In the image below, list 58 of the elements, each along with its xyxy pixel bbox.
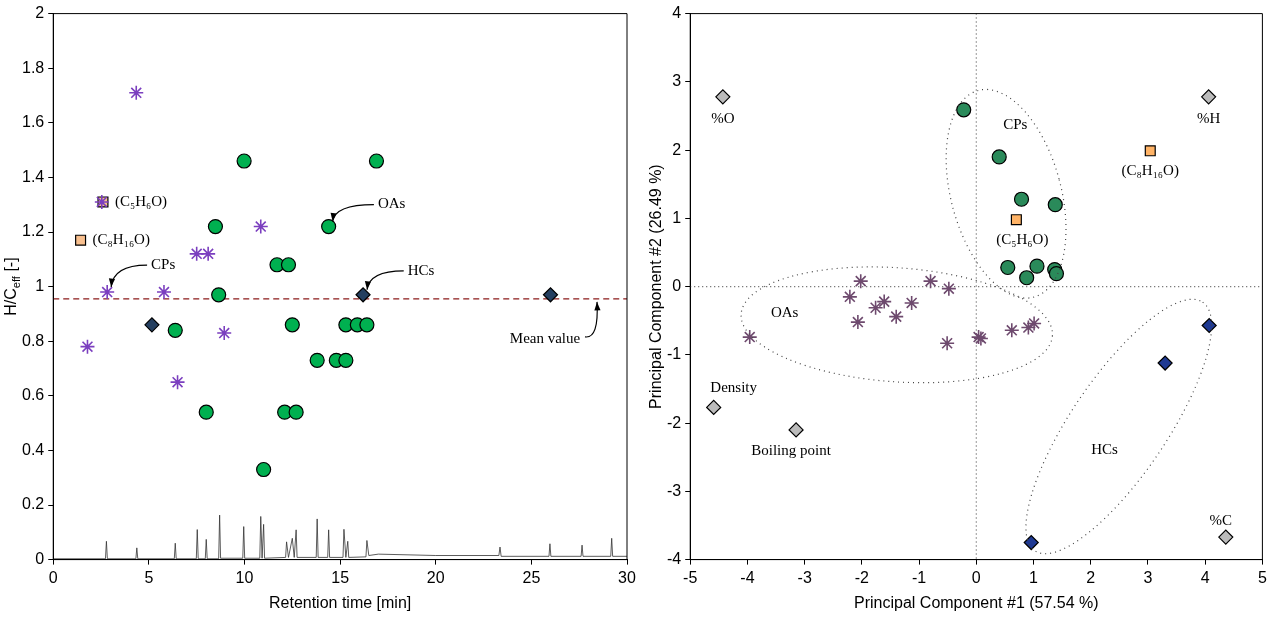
- annotation: (C₈H₁₆O): [1121, 161, 1179, 179]
- x-tick-label: 4: [1200, 568, 1210, 586]
- y-tick-label: -1: [666, 345, 682, 363]
- annotation: CPs: [1003, 116, 1028, 133]
- y-tick-label: 0.2: [21, 495, 45, 513]
- x-axis-title: Retention time [min]: [268, 593, 412, 611]
- x-tick-label: 3: [1143, 568, 1153, 586]
- y-tick-label: 2: [35, 4, 45, 22]
- y-tick-label: 0: [672, 277, 682, 295]
- x-tick-label: 20: [426, 568, 445, 586]
- x-tick-label: 5: [144, 568, 154, 586]
- y-tick-label: 0.6: [21, 386, 45, 404]
- x-tick-label: -2: [854, 568, 870, 586]
- ref-line-label: Mean value: [509, 329, 581, 346]
- annotation: %O: [711, 109, 735, 126]
- x-tick-label: 25: [522, 568, 541, 586]
- annotation: (C₅H₆O): [996, 230, 1049, 248]
- x-axis-title: Principal Component #1 (57.54 %): [854, 593, 1099, 611]
- y-tick-label: -2: [666, 413, 682, 431]
- annotation: (C₅H₆O): [114, 192, 168, 210]
- annotation: %C: [1209, 512, 1233, 529]
- annotation: OAs: [377, 195, 406, 212]
- annotation: Density: [710, 379, 758, 396]
- x-tick-label: -4: [740, 568, 755, 586]
- annotation: (C₈H₁₆O): [92, 231, 150, 249]
- y-tick-label: 1: [35, 277, 45, 295]
- x-tick-label: -3: [797, 568, 812, 586]
- x-tick-label: -5: [683, 568, 698, 586]
- y-tick-label: 1.4: [21, 167, 45, 185]
- annotation: HCs: [407, 261, 435, 278]
- x-tick-label: 2: [1086, 568, 1096, 586]
- y-tick-label: 1: [672, 208, 682, 226]
- x-tick-label: 5: [1257, 568, 1267, 586]
- y-tick-label: -4: [666, 550, 682, 568]
- y-tick-label: 4: [672, 4, 682, 22]
- y-axis-title: Principal Component #2 (26.49 %): [647, 164, 665, 409]
- y-tick-label: 1.8: [21, 58, 45, 76]
- x-tick-label: 15: [331, 568, 350, 586]
- y-tick-label: 2: [672, 140, 682, 158]
- y-tick-label: 0.4: [21, 440, 45, 458]
- x-tick-label: 0: [48, 568, 58, 586]
- y-tick-label: 1.6: [21, 113, 45, 131]
- y-tick-label: 1.2: [21, 222, 45, 240]
- x-tick-label: 30: [618, 568, 636, 586]
- y-axis-title: H/Ceff [-]: [2, 257, 22, 316]
- annotation: %H: [1196, 109, 1221, 126]
- y-tick-label: 0.8: [21, 331, 45, 349]
- x-tick-label: -1: [911, 568, 927, 586]
- annotation: HCs: [1091, 441, 1118, 458]
- x-tick-label: 1: [1029, 568, 1039, 586]
- annotation: OAs: [770, 304, 799, 321]
- x-tick-label: 0: [971, 568, 981, 586]
- annotation: Boiling point: [751, 441, 832, 458]
- y-tick-label: 3: [672, 72, 682, 90]
- x-tick-label: 10: [235, 568, 254, 586]
- y-tick-label: 0: [35, 550, 45, 568]
- annotation: CPs: [151, 256, 176, 272]
- y-tick-label: -3: [666, 481, 682, 499]
